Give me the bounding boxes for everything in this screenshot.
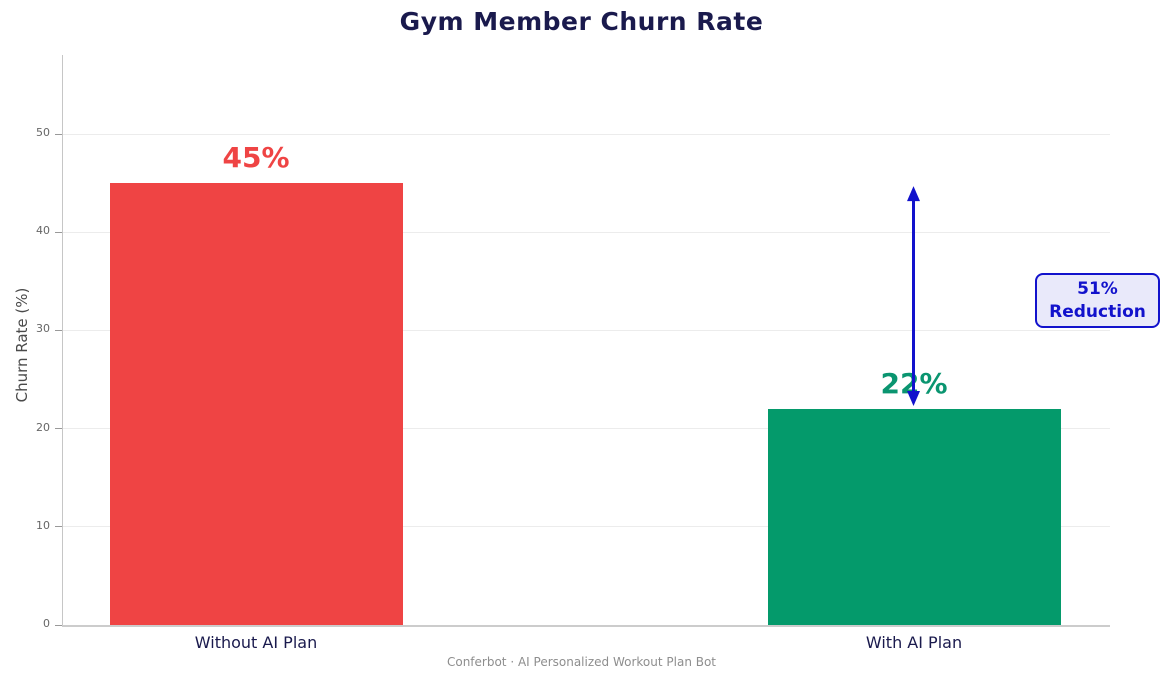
- gridline: [62, 428, 1110, 430]
- y-tick-label: 10: [36, 518, 50, 532]
- y-tick-label: 0: [43, 617, 50, 630]
- y-tick-label: 20: [36, 420, 50, 434]
- y-tick-mark: [55, 329, 62, 331]
- gridline: [62, 526, 1110, 528]
- y-tick-mark: [55, 624, 62, 626]
- gridline: [62, 329, 1110, 331]
- y-tick-mark: [55, 526, 62, 528]
- footer-caption: Conferbot · AI Personalized Workout Plan…: [446, 655, 717, 669]
- gridline: [62, 231, 1110, 233]
- y-axis-spine: [62, 55, 63, 625]
- annotation-line-2: Reduction: [1049, 301, 1146, 322]
- x-axis-spine: [62, 625, 1110, 627]
- y-tick-mark: [55, 231, 62, 233]
- y-tick-label: 30: [36, 322, 50, 336]
- bar-with-ai-plan: [767, 408, 1061, 625]
- chart-title: Gym Member Churn Rate: [399, 7, 764, 36]
- y-tick-mark: [55, 428, 62, 430]
- gridline: [62, 133, 1110, 135]
- bar-value-label-without-ai-plan: 45%: [222, 141, 290, 175]
- y-tick-mark: [55, 133, 62, 135]
- bar-without-ai-plan: [109, 183, 403, 625]
- bar-value-label-with-ai-plan: 22%: [880, 366, 948, 400]
- y-axis-label: Churn Rate (%): [13, 287, 31, 403]
- reduction-annotation-box: 51% Reduction: [1035, 273, 1160, 328]
- y-tick-label: 40: [36, 224, 50, 238]
- y-tick-label: 50: [36, 126, 50, 139]
- annotation-line-1: 51%: [1077, 279, 1118, 300]
- x-category-label-with-ai-plan: With AI Plan: [865, 633, 963, 652]
- x-category-label-without-ai-plan: Without AI Plan: [194, 633, 318, 652]
